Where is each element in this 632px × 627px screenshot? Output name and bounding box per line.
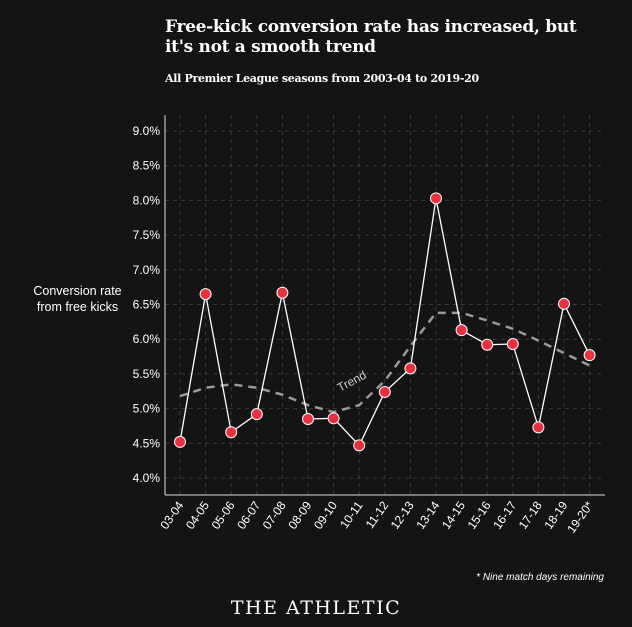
x-tick-label: 17-18 (516, 498, 545, 531)
x-tick-label: 10-11 (337, 498, 366, 531)
data-point (225, 426, 238, 439)
x-tick-label: 12-13 (388, 498, 417, 531)
data-point (558, 297, 570, 310)
y-tick-label: 7.5% (133, 228, 161, 242)
data-point (506, 338, 519, 351)
y-tick-label: 7.0% (133, 263, 161, 277)
x-tick-label: 13-14 (413, 498, 442, 531)
data-point (481, 338, 494, 351)
x-tick-label: 14-15 (439, 498, 468, 531)
x-tick-label: 04-05 (183, 498, 212, 531)
data-point (378, 385, 391, 398)
data-point (276, 286, 289, 299)
data-point (430, 192, 442, 205)
x-tick-label: 19-20* (564, 498, 596, 535)
chart-title: Free-kick conversion rate has increased,… (165, 17, 577, 57)
data-point (455, 324, 468, 337)
x-tick-label: 07-08 (260, 498, 289, 531)
chart-subtitle: All Premier League seasons from 2003-04 … (165, 72, 479, 85)
y-tick-label: 8.5% (133, 159, 161, 173)
trend-line (179, 311, 591, 414)
x-tick-label: 08-09 (285, 498, 314, 531)
data-point (250, 408, 263, 421)
data-point (353, 439, 366, 452)
y-tick-label: 6.0% (133, 332, 161, 346)
y-tick-label: 6.5% (133, 298, 161, 312)
footnote: * Nine match days remaining (476, 572, 604, 583)
x-tick-label: 06-07 (234, 498, 263, 531)
x-tick-label: 15-16 (465, 498, 494, 531)
data-point (583, 349, 596, 362)
y-tick-label: 4.5% (133, 436, 161, 450)
x-tick-label: 03-04 (157, 498, 186, 531)
data-point (302, 413, 314, 426)
y-tick-label: 5.0% (133, 402, 161, 416)
trend-label: Trend (335, 368, 369, 395)
brand-logo: THE ATHLETIC (230, 597, 402, 619)
x-tick-label: 05-06 (209, 498, 238, 531)
x-tick-label: 11-12 (363, 498, 392, 531)
data-point (532, 421, 545, 434)
y-tick-label: 9.0% (133, 124, 161, 138)
y-tick-label: 4.0% (133, 471, 161, 485)
y-tick-label: 5.5% (133, 367, 161, 381)
y-axis-label: Conversion rate from free kicks (33, 284, 122, 314)
x-tick-label: 16-17 (490, 498, 519, 531)
data-point (404, 362, 417, 375)
x-tick-label: 09-10 (311, 498, 340, 531)
data-point (327, 412, 340, 425)
data-point (199, 288, 212, 301)
data-point (174, 435, 186, 448)
y-tick-label: 8.0% (133, 193, 161, 207)
